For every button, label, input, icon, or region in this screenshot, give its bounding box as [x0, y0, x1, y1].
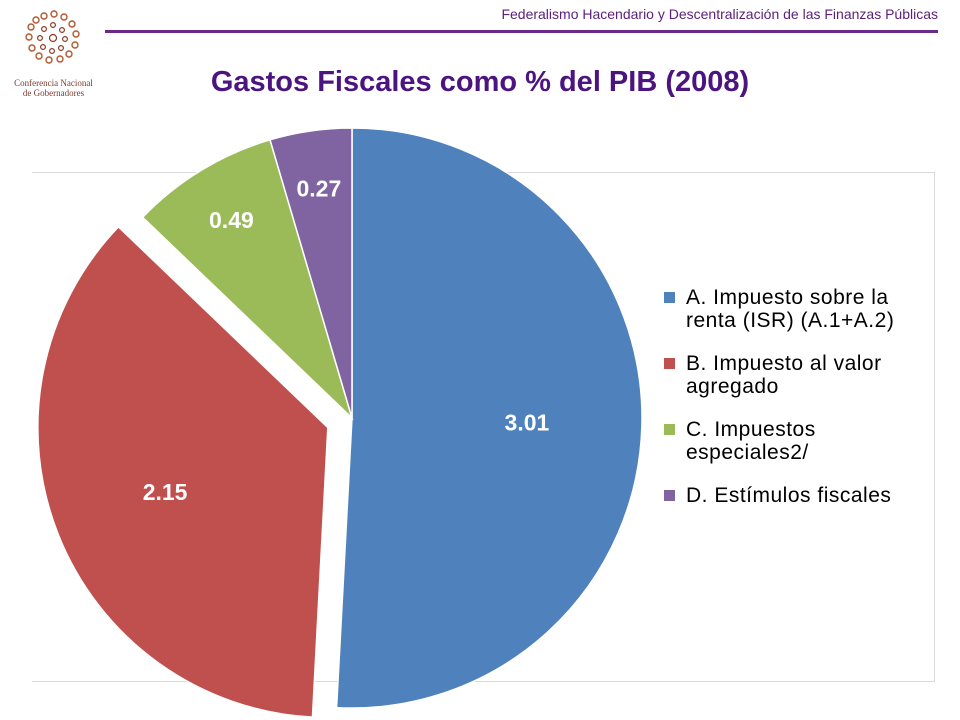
- pie-label-a: 3.01: [505, 410, 550, 436]
- logo-icon: [25, 10, 80, 64]
- pie-label-c: 0.49: [209, 207, 254, 233]
- pie-slice-b: [37, 225, 329, 718]
- chart-legend: A. Impuesto sobre la renta (ISR) (A.1+A.…: [660, 286, 930, 527]
- legend-swatch-c: [664, 424, 675, 435]
- header-subtitle: Federalismo Hacendario y Descentralizaci…: [501, 6, 938, 22]
- legend-item-d: D. Estímulos fiscales: [660, 484, 930, 507]
- pie-slice-c: [141, 138, 354, 421]
- legend-label-b: B. Impuesto al valor agregado: [686, 352, 882, 398]
- pie-label-d: 0.27: [296, 175, 341, 201]
- page-title: Gastos Fiscales como % del PIB (2008): [210, 66, 750, 98]
- legend-item-b: B. Impuesto al valor agregado: [660, 352, 930, 398]
- legend-label-d: D. Estímulos fiscales: [686, 484, 892, 507]
- legend-swatch-b: [664, 358, 675, 369]
- legend-label-c: C. Impuestos especiales2/: [686, 418, 816, 464]
- legend-label-a: A. Impuesto sobre la renta (ISR) (A.1+A.…: [686, 286, 895, 332]
- logo: Conferencia Nacional de Gobernadores: [6, 8, 101, 100]
- legend-item-c: C. Impuestos especiales2/: [660, 418, 930, 464]
- legend-item-a: A. Impuesto sobre la renta (ISR) (A.1+A.…: [660, 286, 930, 332]
- pie-slice-d: [269, 127, 353, 419]
- logo-caption-line1: Conferencia Nacional: [14, 78, 93, 88]
- logo-caption: Conferencia Nacional de Gobernadores: [6, 78, 101, 98]
- pie-slice-a: [335, 127, 643, 709]
- header-divider: [105, 30, 938, 33]
- logo-caption-line2: de Gobernadores: [22, 88, 85, 98]
- legend-swatch-d: [664, 490, 675, 501]
- pie-label-b: 2.15: [143, 479, 188, 505]
- legend-swatch-a: [664, 292, 675, 303]
